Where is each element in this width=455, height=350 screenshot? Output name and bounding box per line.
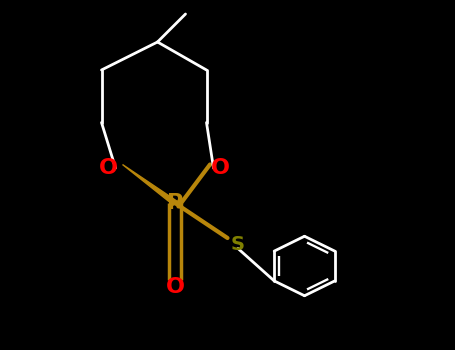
Text: P: P [167,193,183,213]
Text: O: O [166,277,184,297]
Text: O: O [99,158,118,178]
Text: O: O [211,158,230,178]
Polygon shape [122,164,177,205]
Text: S: S [231,236,245,254]
